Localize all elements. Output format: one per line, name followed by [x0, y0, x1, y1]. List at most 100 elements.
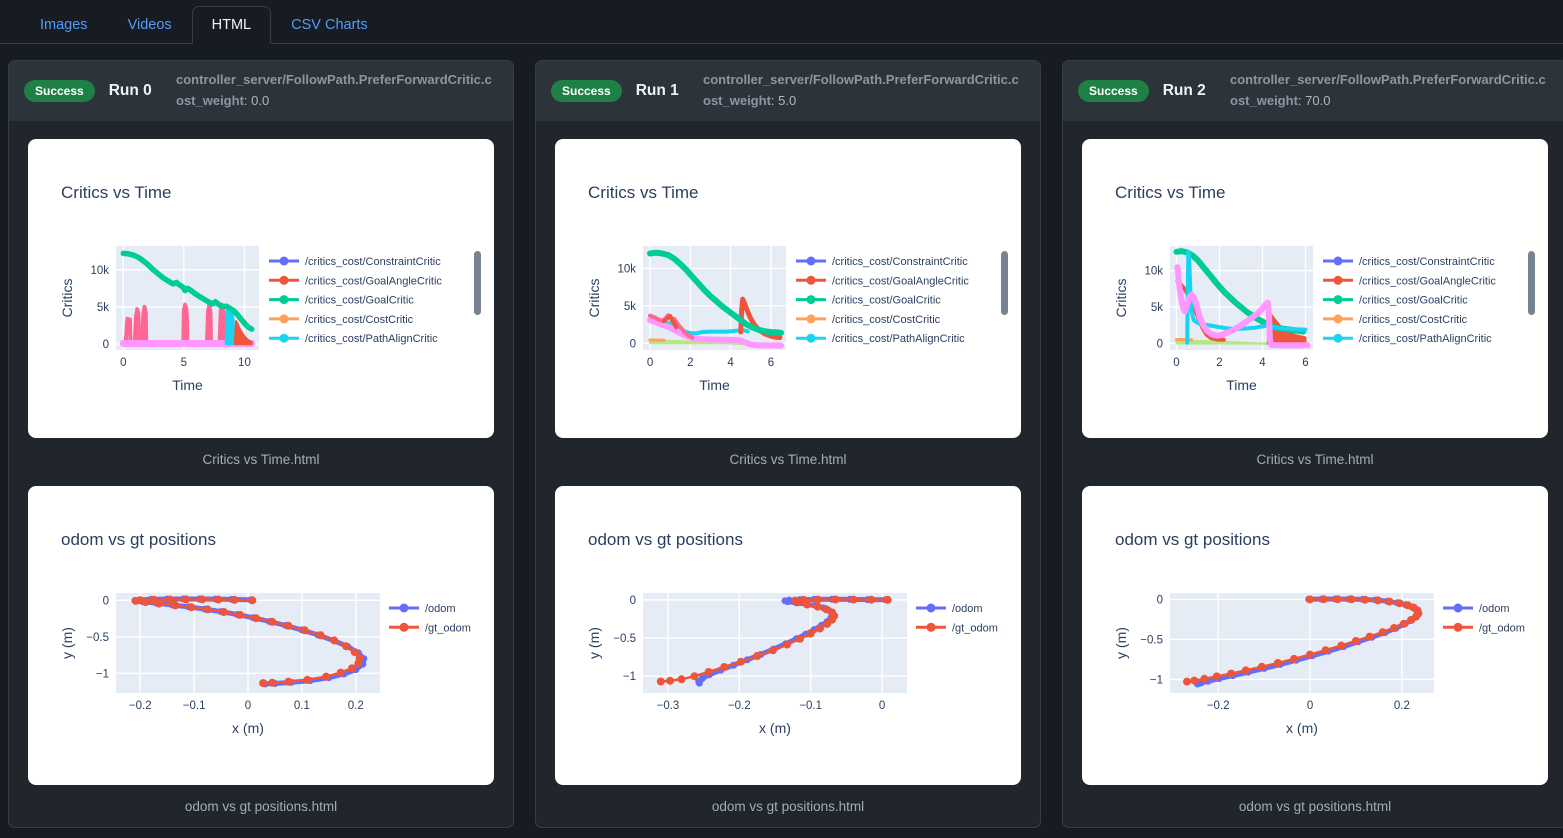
run-body: Critics vs Time 0 2 4 6 0 5k 10k Time Critics/cr… [1063, 121, 1563, 816]
chart-title: Critics vs Time [61, 183, 172, 202]
run-header: Success Run 1 controller_server/FollowPa… [536, 61, 1040, 121]
svg-text:/gt_odom: /gt_odom [952, 622, 998, 634]
svg-text:0: 0 [1173, 357, 1179, 369]
svg-text:4: 4 [1259, 357, 1266, 369]
svg-text:0: 0 [120, 357, 126, 369]
run-title: Run 0 [108, 82, 152, 99]
run-header: Success Run 0 controller_server/FollowPa… [9, 61, 513, 121]
svg-text:5k: 5k [1151, 302, 1163, 314]
svg-text:5k: 5k [624, 301, 636, 313]
chart-caption: Critics vs Time.html [729, 452, 847, 467]
run-body: Critics vs Time 0 2 4 6 0 5k 10k Time Critics/cr… [536, 121, 1040, 816]
svg-text:Time: Time [172, 377, 203, 393]
chart-title: odom vs gt positions [1115, 530, 1270, 549]
svg-text:0: 0 [103, 339, 109, 351]
svg-text:0: 0 [630, 338, 636, 350]
card-scrollbar-thumb[interactable] [474, 251, 481, 315]
svg-text:10k: 10k [617, 263, 636, 275]
svg-text:0: 0 [1307, 700, 1313, 712]
svg-text:x (m): x (m) [759, 720, 791, 736]
svg-text:6: 6 [1302, 357, 1308, 369]
svg-text:Time: Time [699, 377, 730, 393]
svg-text:2: 2 [687, 357, 693, 369]
param-value: : 5.0 [770, 93, 797, 108]
chart-caption: odom vs gt positions.html [711, 799, 865, 814]
status-badge: Success [24, 80, 95, 102]
svg-text:/critics_cost/CostCritic: /critics_cost/CostCritic [1359, 314, 1468, 326]
svg-text:−0.1: −0.1 [799, 700, 822, 712]
card-scrollbar-thumb[interactable] [1001, 251, 1008, 315]
svg-text:0: 0 [1157, 594, 1163, 606]
run-card: Success Run 2 controller_server/FollowPa… [1062, 60, 1563, 828]
param-name: controller_server/FollowPath.PreferForwa… [176, 72, 492, 108]
chart-caption: odom vs gt positions.html [1238, 799, 1392, 814]
param-name: controller_server/FollowPath.PreferForwa… [703, 72, 1019, 108]
tab-videos[interactable]: Videos [127, 17, 172, 33]
svg-text:5k: 5k [97, 302, 109, 314]
svg-text:x (m): x (m) [232, 720, 264, 736]
tab-html[interactable]: HTML [191, 6, 272, 44]
chart-card[interactable]: odom vs gt positions −0.3 −0.2 −0.1 0 0 −0.5−… [555, 486, 1021, 785]
svg-text:6: 6 [768, 357, 774, 369]
svg-text:−0.1: −0.1 [183, 700, 206, 712]
run-title: Run 2 [1162, 82, 1206, 99]
chart-card[interactable]: Critics vs Time 0 2 4 6 0 5k 10k Time Critics/cr… [555, 139, 1021, 438]
chart-card[interactable]: odom vs gt positions −0.2 0 0.2 0 −0.5 −1 x (m… [1082, 486, 1548, 785]
tab-bar: Images Videos HTML CSV Charts [0, 0, 1563, 44]
svg-text:Time: Time [1226, 377, 1257, 393]
chart-caption: Critics vs Time.html [1256, 452, 1374, 467]
svg-text:/critics_cost/GoalCritic: /critics_cost/GoalCritic [1359, 295, 1468, 307]
svg-text:−1: −1 [1150, 674, 1163, 686]
plot-svg[interactable]: 0 2 4 6 0 5k 10k Time Critics/critics_cost/Const… [583, 240, 1021, 398]
plot-svg[interactable]: −0.2 −0.1 0 0.1 0.2 0 −0.5 −1 x (m) y (m) /odom/gt… [56, 587, 494, 741]
svg-text:y (m): y (m) [586, 627, 602, 659]
svg-text:/critics_cost/GoalAngleCritic: /critics_cost/GoalAngleCritic [305, 275, 442, 287]
svg-text:/critics_cost/GoalCritic: /critics_cost/GoalCritic [832, 295, 941, 307]
run-param: controller_server/FollowPath.PreferForwa… [703, 70, 1025, 112]
plot-svg[interactable]: 0 5 10 0 5k 10k Time Critics/critics_cost/Const… [56, 240, 494, 398]
svg-text:0: 0 [630, 595, 636, 607]
param-value: : 0.0 [243, 93, 270, 108]
svg-text:/critics_cost/CostCritic: /critics_cost/CostCritic [832, 314, 941, 326]
chart-card[interactable]: Critics vs Time 0 5 10 0 5k 10k Time Critics/cr… [28, 139, 494, 438]
svg-text:2: 2 [1216, 357, 1222, 369]
svg-text:y (m): y (m) [1113, 627, 1129, 659]
chart-card[interactable]: odom vs gt positions −0.2 −0.1 0 0.1 0.2 0 −0.… [28, 486, 494, 785]
svg-text:Critics: Critics [1113, 279, 1129, 318]
run-card: Success Run 0 controller_server/FollowPa… [8, 60, 514, 828]
runs-grid: Success Run 0 controller_server/FollowPa… [0, 44, 1563, 828]
svg-text:0: 0 [879, 700, 885, 712]
svg-text:/critics_cost/PathAlignCritic: /critics_cost/PathAlignCritic [1359, 333, 1492, 345]
svg-text:0.1: 0.1 [294, 700, 310, 712]
svg-text:0: 0 [1157, 338, 1163, 350]
svg-text:5: 5 [181, 357, 187, 369]
run-card: Success Run 1 controller_server/FollowPa… [535, 60, 1041, 828]
svg-text:0.2: 0.2 [348, 700, 364, 712]
svg-text:−1: −1 [96, 668, 109, 680]
run-header: Success Run 2 controller_server/FollowPa… [1063, 61, 1563, 121]
run-title: Run 1 [635, 82, 679, 99]
chart-title: Critics vs Time [588, 183, 699, 202]
plot-svg[interactable]: −0.3 −0.2 −0.1 0 0 −0.5 −1 x (m) y (m) /odom/gt_o… [583, 587, 1021, 741]
card-scrollbar-thumb[interactable] [1528, 251, 1535, 315]
plot-svg[interactable]: −0.2 0 0.2 0 −0.5 −1 x (m) y (m) /odom/gt_odom [1110, 587, 1548, 741]
status-badge: Success [551, 80, 622, 102]
svg-text:/gt_odom: /gt_odom [1479, 622, 1525, 634]
chart-card[interactable]: Critics vs Time 0 2 4 6 0 5k 10k Time Critics/cr… [1082, 139, 1548, 438]
chart-title: odom vs gt positions [588, 530, 743, 549]
tab-csv-charts[interactable]: CSV Charts [291, 17, 368, 33]
svg-text:Critics: Critics [59, 279, 75, 318]
chart-caption: odom vs gt positions.html [184, 799, 338, 814]
svg-text:−0.2: −0.2 [129, 700, 152, 712]
svg-text:−1: −1 [623, 671, 636, 683]
plot-svg[interactable]: 0 2 4 6 0 5k 10k Time Critics/critics_cost/Const… [1110, 240, 1548, 398]
svg-text:−0.5: −0.5 [613, 633, 636, 645]
svg-text:−0.2: −0.2 [728, 700, 751, 712]
svg-text:/critics_cost/ConstraintCritic: /critics_cost/ConstraintCritic [305, 256, 441, 268]
param-value: : 70.0 [1297, 93, 1331, 108]
svg-text:/critics_cost/ConstraintCritic: /critics_cost/ConstraintCritic [832, 256, 968, 268]
run-body: Critics vs Time 0 5 10 0 5k 10k Time Critics/cr… [9, 121, 513, 816]
svg-text:0: 0 [647, 357, 653, 369]
tab-images[interactable]: Images [40, 17, 88, 33]
svg-text:/critics_cost/GoalAngleCritic: /critics_cost/GoalAngleCritic [1359, 275, 1496, 287]
